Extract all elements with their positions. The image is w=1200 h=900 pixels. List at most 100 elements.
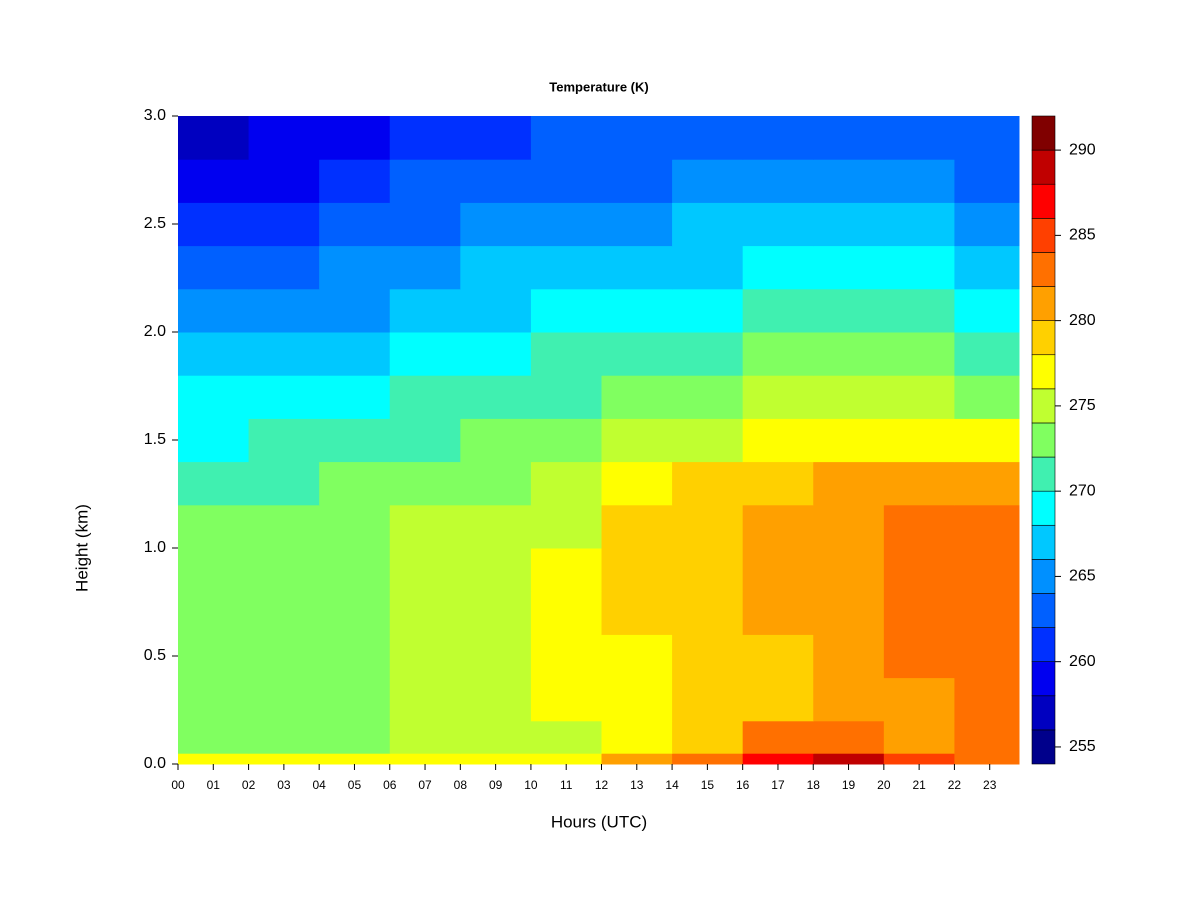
heat-cell <box>742 418 814 463</box>
heat-cell <box>742 116 814 160</box>
heat-cell <box>178 504 250 549</box>
heat-cell <box>813 116 885 160</box>
x-tick-label: 05 <box>348 778 362 792</box>
heat-cell <box>954 548 1020 592</box>
heat-cell <box>178 418 250 463</box>
heat-cell <box>742 504 814 549</box>
heat-cell <box>672 245 744 290</box>
heat-cell <box>601 332 673 376</box>
heat-cell <box>248 720 320 754</box>
colorbar-band <box>1031 354 1056 390</box>
heat-cell <box>672 677 744 722</box>
heat-cell <box>672 720 744 754</box>
colorbar-tick-label: 290 <box>1069 141 1096 158</box>
heat-cell <box>460 375 532 419</box>
colorbar-tick-label: 275 <box>1069 397 1096 414</box>
heat-cell <box>813 332 885 376</box>
x-tick-label: 15 <box>701 778 715 792</box>
x-tick-label: 19 <box>842 778 856 792</box>
heat-cell <box>248 677 320 722</box>
heat-cell <box>178 634 250 679</box>
heat-cell <box>813 504 885 549</box>
x-axis-label: Hours (UTC) <box>551 812 647 831</box>
heat-cell <box>883 548 955 592</box>
heat-cell <box>389 159 461 203</box>
heat-cell <box>248 753 320 765</box>
heat-cell <box>319 548 391 592</box>
x-tick-label: 14 <box>665 778 679 792</box>
heat-cell <box>389 332 461 376</box>
colorbar-band <box>1031 149 1056 185</box>
heat-cell <box>248 116 320 160</box>
heat-cell <box>319 288 391 333</box>
heat-cell <box>883 720 955 754</box>
x-tick-label: 06 <box>383 778 397 792</box>
heat-cell <box>742 720 814 754</box>
heat-cell <box>389 375 461 419</box>
heat-cell <box>883 677 955 722</box>
heat-cell <box>601 548 673 592</box>
x-tick-label: 01 <box>207 778 221 792</box>
heat-cell <box>954 116 1020 160</box>
heat-cell <box>742 461 814 506</box>
heat-cell <box>813 720 885 754</box>
y-tick-label: 0.0 <box>144 755 166 772</box>
heat-cell <box>883 332 955 376</box>
x-tick-label: 23 <box>983 778 997 792</box>
heat-cell <box>883 461 955 506</box>
heat-cell <box>460 332 532 376</box>
x-tick-label: 10 <box>524 778 538 792</box>
heat-cell <box>954 591 1020 635</box>
heat-cell <box>319 720 391 754</box>
heat-cell <box>742 634 814 679</box>
heat-cell <box>601 288 673 333</box>
heat-cell <box>954 461 1020 506</box>
heat-cell <box>178 753 250 765</box>
colorbar-band <box>1031 286 1056 321</box>
heat-cell <box>319 116 391 160</box>
colorbar-tick-label: 265 <box>1069 568 1096 585</box>
colorbar-band <box>1031 115 1056 151</box>
heat-cell <box>178 288 250 333</box>
heat-cell <box>389 245 461 290</box>
heat-cell <box>601 720 673 754</box>
heat-cell <box>883 375 955 419</box>
heat-cell <box>672 504 744 549</box>
heat-cell <box>530 634 602 679</box>
heat-cell <box>883 159 955 203</box>
heat-cell <box>530 159 602 203</box>
heat-cell <box>248 634 320 679</box>
colorbar-band <box>1031 695 1056 731</box>
heat-cell <box>883 418 955 463</box>
colorbar-band <box>1031 627 1056 662</box>
heat-cell <box>389 591 461 635</box>
heat-cell <box>742 245 814 290</box>
heat-cell <box>248 288 320 333</box>
heat-cell <box>883 591 955 635</box>
y-tick-label: 1.0 <box>144 539 166 556</box>
heat-cell <box>601 418 673 463</box>
heat-cell <box>672 288 744 333</box>
heat-cell <box>601 116 673 160</box>
heat-cell <box>319 245 391 290</box>
x-tick-label: 20 <box>877 778 891 792</box>
heat-cell <box>813 461 885 506</box>
heat-cell <box>319 159 391 203</box>
colorbar-band <box>1031 729 1056 765</box>
colorbar-tick-label: 280 <box>1069 312 1096 329</box>
heat-cell <box>178 591 250 635</box>
heat-cell <box>319 504 391 549</box>
heat-cell <box>389 202 461 247</box>
heat-cell <box>883 202 955 247</box>
heat-cell <box>460 418 532 463</box>
heat-cell <box>248 504 320 549</box>
heat-cell <box>954 332 1020 376</box>
heat-cell <box>813 634 885 679</box>
colorbar-band <box>1031 388 1056 424</box>
heat-cell <box>742 677 814 722</box>
heat-cell <box>954 677 1020 722</box>
heat-cell <box>813 418 885 463</box>
heat-cell <box>460 720 532 754</box>
colorbar-tick-label: 255 <box>1069 738 1096 755</box>
